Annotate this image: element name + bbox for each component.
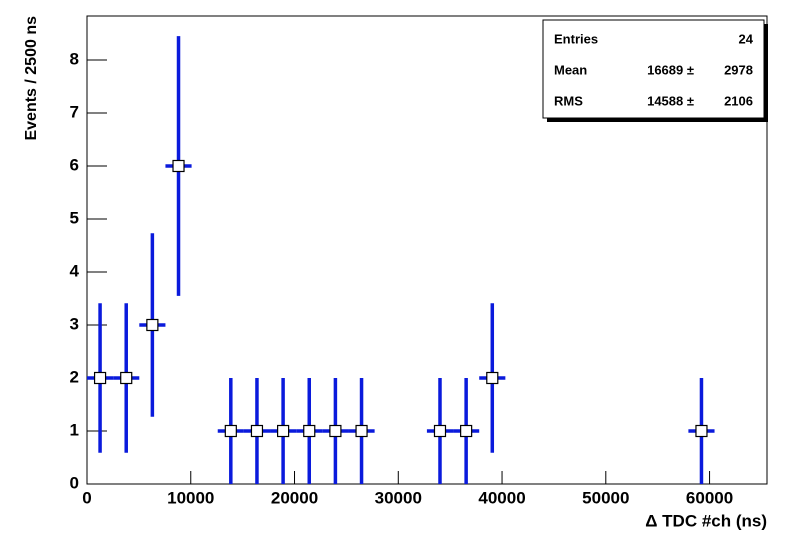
marker — [146, 318, 159, 332]
y-tick-label: 2 — [70, 367, 79, 386]
stats-value: 24 — [739, 31, 754, 46]
x-tick-label: 0 — [82, 488, 91, 507]
y-tick-label: 6 — [70, 155, 79, 174]
y-tick-label: 3 — [70, 314, 79, 333]
stats-name: Entries — [554, 31, 598, 46]
y-axis-label: Events / 2500 ns — [23, 16, 40, 141]
stats-error: 2978 — [724, 62, 753, 77]
stats-value: 14588 ± — [647, 93, 694, 108]
stats-box — [542, 19, 765, 119]
y-tick-label: 4 — [70, 261, 80, 280]
marker — [695, 424, 708, 438]
marker — [120, 371, 133, 385]
marker — [486, 371, 499, 385]
y-tick-label: 7 — [70, 102, 79, 121]
marker — [172, 159, 185, 173]
marker — [303, 424, 316, 438]
x-tick-label: 60000 — [686, 488, 733, 507]
marker — [355, 424, 368, 438]
x-tick-label: 50000 — [582, 488, 629, 507]
frame — [86, 15, 768, 485]
x-tick-label: 10000 — [167, 488, 214, 507]
x-tick-label: 30000 — [375, 488, 422, 507]
stats-error: 2106 — [724, 93, 753, 108]
x-axis-label: Δ TDC #ch (ns) — [645, 511, 767, 530]
x-tick-label: 20000 — [271, 488, 318, 507]
marker — [250, 424, 264, 438]
stats-name: RMS — [554, 93, 583, 108]
marker — [277, 424, 290, 438]
y-tick-label: 5 — [70, 208, 79, 227]
y-tick-label: 0 — [70, 473, 79, 492]
marker — [93, 371, 107, 385]
marker — [460, 424, 473, 438]
marker — [433, 424, 447, 438]
marker — [224, 424, 237, 438]
x-tick-label: 40000 — [478, 488, 525, 507]
stats-value: 16689 ± — [647, 62, 694, 77]
stats-name: Mean — [554, 62, 587, 77]
y-tick-label: 1 — [70, 420, 79, 439]
marker — [329, 424, 342, 438]
y-tick-label: 8 — [70, 49, 79, 68]
